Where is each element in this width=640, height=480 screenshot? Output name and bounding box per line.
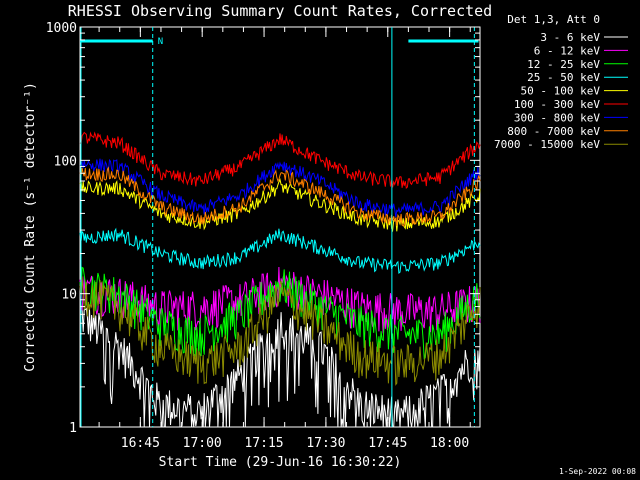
series-line — [79, 276, 481, 386]
y-tick-label: 1 — [69, 421, 77, 436]
x-tick-label: 18:00 — [430, 436, 469, 451]
legend-label: 800 - 7000 keV — [507, 125, 600, 138]
legend-label: 25 - 50 keV — [527, 71, 600, 84]
x-tick-label: 17:00 — [183, 436, 222, 451]
legend-header: Det 1,3, Att 0 — [507, 13, 600, 26]
y-tick-label: 100 — [54, 154, 77, 169]
legend-label: 300 - 800 keV — [514, 111, 600, 124]
x-tick-label: 17:15 — [244, 436, 283, 451]
series-line — [79, 307, 481, 428]
legend-label: 3 - 6 keV — [540, 31, 600, 44]
y-tick-label: 10 — [61, 288, 77, 303]
legend-label: 12 - 25 keV — [527, 58, 600, 71]
series-line — [79, 266, 481, 360]
flag-label: N — [158, 37, 163, 47]
x-tick-label: 17:45 — [368, 436, 407, 451]
y-axis-label: Corrected Count Rate (s⁻¹ detector⁻¹) — [23, 82, 38, 372]
series-line — [79, 131, 481, 190]
y-tick-label: 1000 — [46, 21, 77, 36]
series-line — [79, 227, 481, 274]
x-axis-label: Start Time (29-Jun-16 16:30:22) — [159, 455, 402, 470]
legend-label: 100 - 300 keV — [514, 98, 600, 111]
series-line — [79, 158, 481, 218]
chart-title: RHESSI Observing Summary Count Rates, Co… — [68, 2, 492, 20]
footer-date: 1-Sep-2022 00:08 — [559, 467, 636, 476]
legend-label: 6 - 12 keV — [534, 44, 601, 57]
legend-label: 50 - 100 keV — [521, 85, 601, 98]
x-tick-label: 16:45 — [121, 436, 160, 451]
legend-label: 7000 - 15000 keV — [494, 138, 600, 151]
series-line — [79, 166, 481, 227]
plot-frame — [79, 26, 481, 428]
x-tick-label: 17:30 — [306, 436, 345, 451]
